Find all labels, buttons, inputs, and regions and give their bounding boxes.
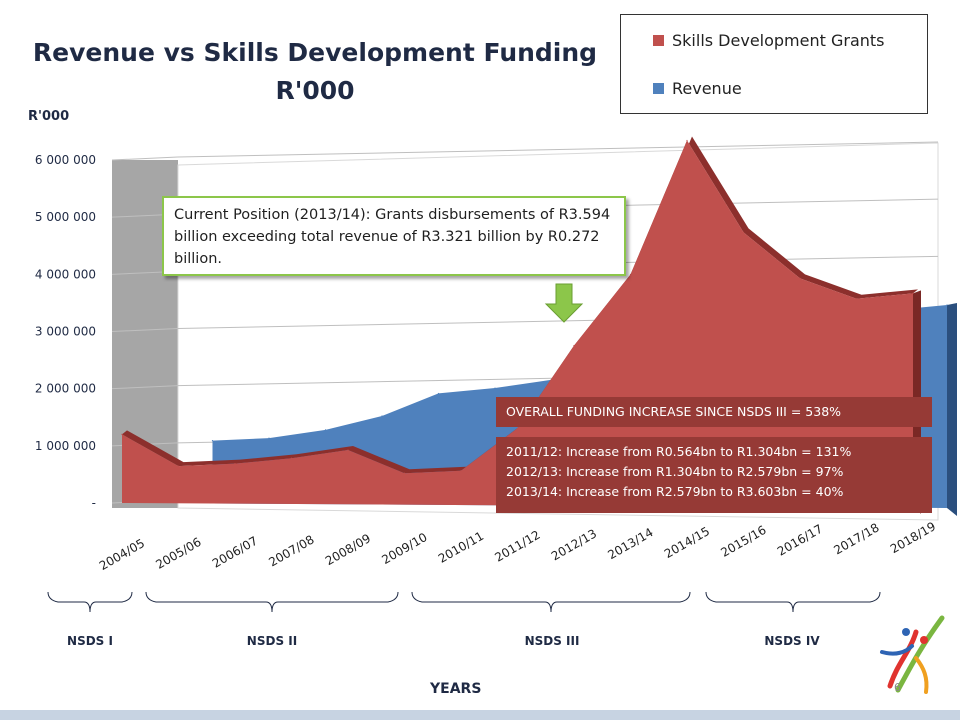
grants-point-2014/15 bbox=[686, 139, 688, 142]
y-tick-label: 6 000 000 bbox=[35, 153, 96, 167]
grants-point-2012/13 bbox=[573, 345, 575, 347]
revenue-point-2006/07 bbox=[268, 437, 270, 439]
legend-swatch-grants bbox=[653, 35, 664, 46]
revenue-point-2008/09 bbox=[381, 415, 383, 417]
chart-title-line1: Revenue vs Skills Development Funding bbox=[32, 38, 598, 67]
increase-line-2011: 2011/12: Increase from R0.564bn to R1.30… bbox=[506, 444, 852, 459]
grants-point-2015/16 bbox=[742, 231, 745, 233]
revenue-point-2018/19 bbox=[946, 304, 948, 306]
y-tick-label: - bbox=[92, 496, 96, 510]
legend-label-grants: Skills Development Grants bbox=[672, 31, 885, 50]
x-tick-label: 2012/13 bbox=[549, 526, 599, 563]
grants-point-2017/18 bbox=[855, 298, 858, 300]
yearly-increase-box: 2011/12: Increase from R0.564bn to R1.30… bbox=[496, 437, 932, 513]
down-arrow-icon bbox=[544, 283, 584, 323]
grants-point-2008/09 bbox=[347, 449, 349, 451]
grants-point-2010/11 bbox=[460, 470, 462, 472]
chart-legend: Skills Development Grants Revenue bbox=[620, 14, 928, 114]
gridline bbox=[177, 141, 939, 158]
x-tick-label: 2014/15 bbox=[662, 524, 712, 561]
x-tick-label: 2005/06 bbox=[153, 535, 203, 572]
y-tick-label: 1 000 000 bbox=[35, 439, 96, 453]
y-tick-label: 3 000 000 bbox=[35, 325, 96, 339]
grants-point-2011/12 bbox=[516, 427, 519, 429]
grants-point-2006/07 bbox=[234, 463, 236, 465]
gridline-left bbox=[111, 385, 179, 390]
x-tick-label: 2006/07 bbox=[210, 534, 260, 571]
x-tick-label: 2007/08 bbox=[266, 532, 316, 569]
revenue-point-2010/11 bbox=[494, 387, 496, 389]
chart-title-line2: R'000 bbox=[275, 76, 355, 105]
phase-label-nsds-4: NSDS IV bbox=[764, 634, 820, 648]
phase-brace-3 bbox=[411, 591, 691, 613]
page-number: 6 bbox=[894, 681, 901, 694]
x-tick-label: 2016/17 bbox=[775, 522, 825, 559]
x-tick-label: 2010/11 bbox=[436, 529, 486, 566]
y-tick-label: 2 000 000 bbox=[35, 382, 96, 396]
x-tick-label: 2017/18 bbox=[831, 520, 881, 557]
x-tick-label: 2018/19 bbox=[888, 519, 938, 556]
phase-brace-2 bbox=[145, 591, 399, 613]
phase-label-nsds-3: NSDS III bbox=[524, 634, 580, 648]
phase-brace-1 bbox=[47, 591, 133, 613]
x-axis-ticks: 2004/05 2005/06 2006/07 2007/08 2008/09 2009/… bbox=[97, 519, 938, 573]
gridline-left bbox=[111, 328, 179, 332]
phase-braces bbox=[47, 591, 881, 613]
revenue-point-2009/10 bbox=[437, 392, 440, 395]
chart-title: Revenue vs Skills Development Funding R'… bbox=[30, 34, 600, 110]
phase-label-nsds-2: NSDS II bbox=[246, 634, 298, 648]
phase-brace-4 bbox=[705, 591, 881, 613]
y-tick-label: 4 000 000 bbox=[35, 267, 96, 281]
revenue-point-2005/06 bbox=[211, 440, 214, 442]
current-position-callout: Current Position (2013/14): Grants disbu… bbox=[162, 196, 626, 276]
legend-swatch-revenue bbox=[653, 83, 664, 94]
x-tick-label: 2015/16 bbox=[718, 523, 768, 560]
x-tick-label: 2013/14 bbox=[605, 525, 655, 562]
revenue-point-2007/08 bbox=[324, 429, 327, 431]
grants-point-2018/19 bbox=[912, 292, 914, 294]
y-tick-label: 5 000 000 bbox=[35, 210, 96, 224]
x-tick-label: 2004/05 bbox=[97, 536, 147, 573]
x-tick-label: 2011/12 bbox=[492, 528, 542, 565]
phase-label-nsds-1: NSDS I bbox=[67, 634, 113, 648]
x-tick-label: 2008/09 bbox=[323, 531, 373, 568]
grants-point-2004/05 bbox=[121, 433, 123, 435]
grants-point-2013/14 bbox=[629, 273, 632, 276]
grants-point-2016/17 bbox=[799, 277, 801, 280]
revenue-area-side bbox=[947, 303, 957, 516]
grants-point-2009/10 bbox=[403, 472, 406, 474]
callout-arrow bbox=[544, 283, 584, 323]
y-axis-ticks: - 1 000 000 2 000 000 3 000 000 4 000 000 5 0… bbox=[35, 153, 96, 510]
grants-point-2007/08 bbox=[290, 457, 293, 459]
bottom-bar bbox=[0, 710, 960, 720]
x-tick-label: 2009/10 bbox=[379, 530, 429, 567]
overall-increase-box: OVERALL FUNDING INCREASE SINCE NSDS III … bbox=[496, 397, 932, 427]
organisation-logo bbox=[880, 615, 945, 694]
legend-label-revenue: Revenue bbox=[672, 79, 742, 98]
legend-item-grants: Skills Development Grants bbox=[653, 31, 885, 50]
x-axis-title: YEARS bbox=[430, 681, 482, 697]
gridline-left bbox=[111, 156, 179, 161]
increase-line-2013: 2013/14: Increase from R2.579bn to R3.60… bbox=[506, 484, 844, 499]
increase-line-2012: 2012/13: Increase from R1.304bn to R2.57… bbox=[506, 464, 844, 479]
y-axis-unit-label: R'000 bbox=[28, 109, 70, 124]
grants-point-2005/06 bbox=[177, 465, 180, 467]
legend-item-revenue: Revenue bbox=[653, 79, 742, 98]
